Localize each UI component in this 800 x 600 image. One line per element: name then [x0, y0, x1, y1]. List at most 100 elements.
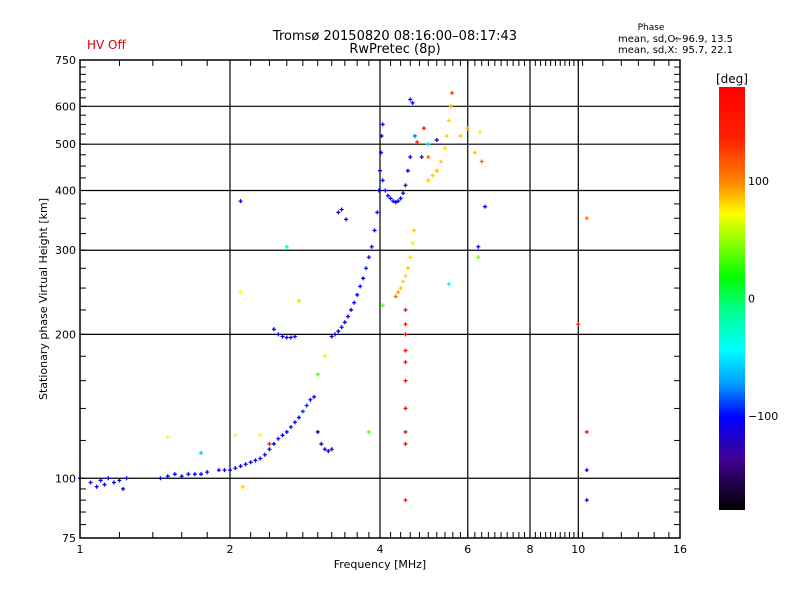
- data-point: [158, 476, 163, 481]
- data-point: [458, 134, 463, 139]
- data-point: [380, 122, 385, 127]
- y-tick-label: 300: [55, 244, 76, 257]
- data-point: [284, 244, 289, 249]
- data-point: [584, 468, 589, 473]
- data-point: [446, 118, 451, 123]
- colorbar: [719, 87, 745, 510]
- data-point: [379, 134, 384, 139]
- data-point: [419, 155, 424, 160]
- data-point: [412, 134, 417, 139]
- data-point: [403, 429, 408, 434]
- data-point: [398, 196, 403, 201]
- data-point: [434, 168, 439, 173]
- data-point: [329, 334, 334, 339]
- phase-stats-o-label: mean, sd,O:: [618, 34, 679, 45]
- y-tick-label: 750: [55, 54, 76, 67]
- data-point: [380, 303, 385, 308]
- data-point: [403, 322, 408, 327]
- data-point: [276, 332, 281, 337]
- data-point: [233, 466, 238, 471]
- data-point: [472, 150, 477, 155]
- data-point: [258, 456, 263, 461]
- data-point: [448, 104, 453, 109]
- data-point: [369, 244, 374, 249]
- data-point: [403, 348, 408, 353]
- x-tick-label: 4: [377, 543, 384, 556]
- phase-stats-o-value: −96.9, 13.5: [674, 34, 733, 45]
- data-point: [179, 474, 184, 479]
- data-point: [280, 433, 285, 438]
- data-point: [322, 447, 327, 452]
- x-tick-label: 16: [673, 543, 687, 556]
- x-tick-labels: 1 2 4 6 8 10 16: [77, 543, 688, 556]
- data-point: [288, 335, 293, 340]
- data-point: [322, 354, 327, 359]
- data-point: [410, 100, 415, 105]
- data-point: [284, 335, 289, 340]
- data-point: [205, 470, 210, 475]
- data-point: [315, 372, 320, 377]
- data-point: [111, 480, 116, 485]
- data-point: [378, 168, 382, 173]
- data-point: [366, 255, 371, 260]
- series-group: [393, 90, 484, 299]
- data-points: [78, 90, 589, 503]
- data-point: [421, 126, 426, 131]
- data-point: [361, 276, 366, 281]
- data-point: [403, 441, 408, 446]
- data-point: [349, 307, 354, 312]
- data-point: [438, 159, 443, 164]
- data-point: [393, 200, 398, 205]
- data-point: [216, 468, 221, 473]
- data-point: [403, 378, 408, 383]
- data-point: [379, 150, 384, 155]
- series-group: [78, 394, 334, 491]
- data-point: [403, 307, 408, 312]
- data-point: [476, 255, 481, 260]
- data-point: [483, 204, 488, 209]
- series-group: [271, 122, 385, 340]
- data-point: [415, 140, 420, 145]
- x-tick-label: 8: [527, 543, 534, 556]
- data-point: [411, 228, 416, 233]
- data-point: [403, 498, 408, 503]
- data-point: [339, 325, 344, 330]
- data-point: [405, 266, 410, 271]
- data-point: [478, 130, 483, 135]
- data-point: [238, 290, 243, 295]
- data-point: [465, 126, 470, 131]
- data-point: [396, 290, 401, 295]
- data-point: [405, 168, 410, 173]
- data-point: [398, 286, 403, 291]
- data-point: [366, 429, 371, 434]
- data-point: [312, 394, 317, 399]
- data-point: [199, 450, 204, 455]
- chart-title: Tromsø 20150820 08:16:00–08:17:43: [272, 29, 517, 44]
- data-point: [315, 429, 320, 434]
- data-point: [403, 273, 408, 278]
- data-point: [584, 498, 589, 503]
- data-point: [238, 199, 243, 204]
- data-point: [222, 468, 227, 473]
- data-point: [426, 155, 431, 160]
- data-point: [446, 281, 451, 286]
- data-point: [304, 403, 309, 408]
- data-point: [476, 244, 481, 249]
- data-point: [434, 138, 439, 143]
- data-point: [364, 266, 369, 271]
- data-point: [339, 207, 344, 212]
- y-tick-label: 75: [62, 532, 76, 545]
- colorbar-tick-labels: 100 0 −100: [748, 175, 778, 423]
- data-point: [165, 474, 170, 479]
- y-tick-label: 500: [55, 138, 76, 151]
- data-point: [403, 406, 408, 411]
- series-group: [380, 97, 439, 205]
- plot-frame: [79, 59, 681, 539]
- data-point: [308, 397, 313, 402]
- y-tick-labels: 75 100 200 300 400 500 600 750: [55, 54, 76, 545]
- axis-ticks: [79, 59, 680, 539]
- data-point: [401, 279, 406, 284]
- data-point: [450, 90, 455, 95]
- data-point: [240, 484, 245, 489]
